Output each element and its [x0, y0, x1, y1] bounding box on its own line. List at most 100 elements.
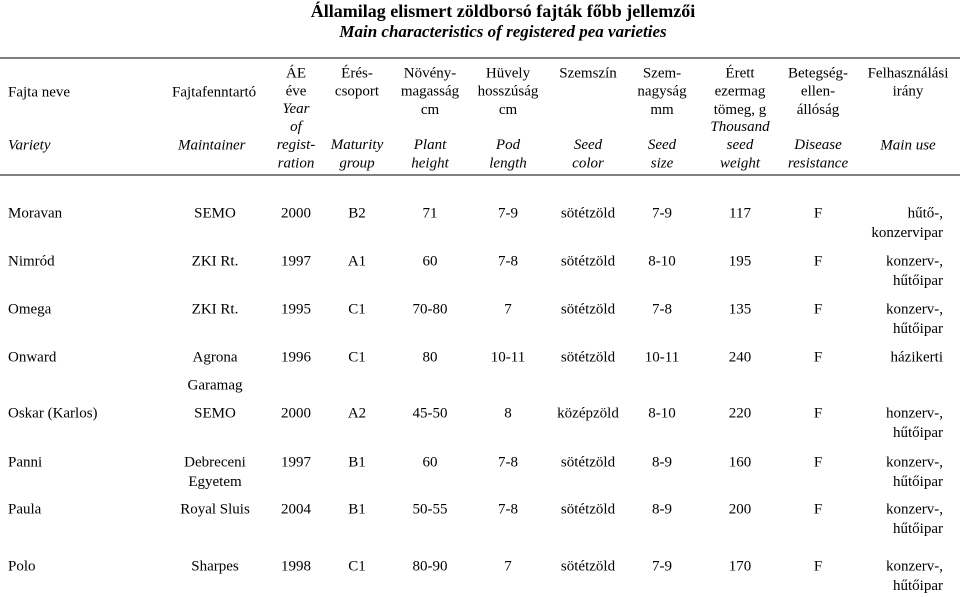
table-cell: 7-8	[498, 501, 518, 517]
table-cell: konzerv-,	[886, 253, 943, 269]
table-cell: 1997	[281, 454, 312, 470]
table-cell: 7-8	[652, 301, 672, 317]
table-cell: 195	[729, 253, 752, 269]
header-cell-en: Seed	[574, 137, 603, 153]
table-cell: sötétzöld	[561, 301, 616, 317]
table-cell: SEMO	[194, 405, 236, 421]
table-cell: 7	[504, 301, 512, 317]
table-cell: hűtő-,	[908, 205, 943, 221]
header-cell-en: weight	[720, 155, 761, 171]
table-cell: hűtőipar	[893, 321, 943, 337]
table-cell: F	[814, 454, 822, 470]
header-cell: Érett	[725, 64, 755, 81]
table-cell: Nimród	[8, 253, 55, 269]
table-cell: 7-9	[652, 558, 672, 574]
table-cell: 8-9	[652, 454, 672, 470]
table-cell: 10-11	[491, 349, 525, 365]
header-cell: Érés-	[341, 64, 373, 81]
table-cell: középzöld	[557, 405, 619, 421]
table-cell: Royal Sluis	[180, 501, 250, 517]
table-cell: 10-11	[645, 349, 679, 365]
table-cell: Agrona	[193, 349, 238, 365]
table-cell: Moravan	[8, 205, 63, 221]
table-cell: F	[814, 301, 822, 317]
table-cell: C1	[348, 558, 366, 574]
header-cell: ÁE	[286, 64, 306, 81]
table-cell: 50-55	[413, 501, 448, 517]
header-cell-en: Variety	[8, 137, 51, 153]
header-cell-en: size	[651, 155, 674, 171]
table-cell: sötétzöld	[561, 501, 616, 517]
title: Államilag elismert zöldborsó fajták főbb…	[311, 0, 695, 21]
header-cell: magasság	[401, 84, 460, 100]
header-cell: ellen-	[801, 84, 835, 100]
table-cell: C1	[348, 349, 366, 365]
table-cell: Debreceni	[184, 454, 246, 470]
header-cell: tömeg, g	[714, 102, 767, 118]
table-cell: sötétzöld	[561, 558, 616, 574]
table-cell: 60	[423, 253, 438, 269]
header-cell-en: seed	[727, 137, 754, 153]
header-cell-en: group	[339, 155, 375, 171]
table-cell: Sharpes	[191, 558, 239, 574]
table-cell: B2	[348, 205, 366, 221]
table-cell: C1	[348, 301, 366, 317]
table-cell: 117	[729, 205, 751, 221]
header-cell-en: ration	[278, 155, 315, 171]
header-cell-en: Maturity	[330, 137, 384, 153]
table-cell: 80	[423, 349, 438, 365]
table-cell: Omega	[8, 301, 52, 317]
table-cell: F	[814, 501, 822, 517]
header-cell: Felhasználási	[868, 65, 949, 81]
header-cell: állóság	[797, 102, 840, 118]
table-cell: F	[814, 253, 822, 269]
table-cell: F	[814, 349, 822, 365]
table-cell: 1995	[281, 301, 311, 317]
table-cell: 2000	[281, 205, 311, 221]
table-cell: 220	[729, 405, 752, 421]
table-cell: Egyetem	[188, 474, 242, 490]
table-cell: A1	[348, 253, 366, 269]
table-cell: 1996	[281, 349, 312, 365]
header-cell: Növény-	[404, 65, 457, 81]
table-cell: ZKI Rt.	[192, 253, 239, 269]
table-cell: Onward	[8, 349, 57, 365]
table-cell: sötétzöld	[561, 205, 616, 221]
table-cell: konzerv-,	[886, 454, 943, 470]
header-cell-en: Seed	[648, 137, 677, 153]
table-cell: 70-80	[413, 301, 448, 317]
table-cell: A2	[348, 405, 366, 421]
header-cell: Szemszín	[559, 65, 617, 81]
header-cell: hosszúság	[478, 84, 539, 100]
table-cell: házikerti	[891, 349, 943, 365]
table-cell: 8-10	[648, 253, 676, 269]
table-cell: sötétzöld	[561, 349, 616, 365]
table-cell: 1998	[281, 558, 311, 574]
table-cell: F	[814, 405, 822, 421]
table-cell: 7	[504, 558, 512, 574]
table-cell: 60	[423, 454, 438, 470]
header-cell-en: of	[290, 119, 304, 135]
header-cell-en: Thousand	[710, 119, 770, 135]
header-cell: éve	[286, 84, 307, 100]
table-cell: 200	[729, 501, 752, 517]
table-cell: B1	[348, 501, 366, 517]
table-cell: 71	[423, 205, 438, 221]
table-cell: 7-9	[652, 205, 672, 221]
table-cell: 7-8	[498, 253, 518, 269]
header-cell: Szem-	[643, 65, 681, 81]
table-cell: 1997	[281, 253, 312, 269]
header-cell-en: Maintainer	[177, 137, 246, 153]
table-cell: 80-90	[413, 558, 448, 574]
table-cell: konzervipar	[871, 225, 943, 241]
header-cell-en: Pod	[495, 137, 521, 153]
table-cell: Panni	[8, 454, 42, 470]
table-cell: ZKI Rt.	[192, 301, 239, 317]
header-cell: nagyság	[637, 84, 687, 100]
table-cell: 170	[729, 558, 752, 574]
table-cell: hűtőipar	[893, 474, 943, 490]
header-cell: Fajtafenntartó	[172, 84, 256, 100]
header-cell: cm	[499, 102, 518, 118]
header-cell: irány	[893, 84, 924, 100]
header-cell-en: length	[489, 155, 527, 171]
